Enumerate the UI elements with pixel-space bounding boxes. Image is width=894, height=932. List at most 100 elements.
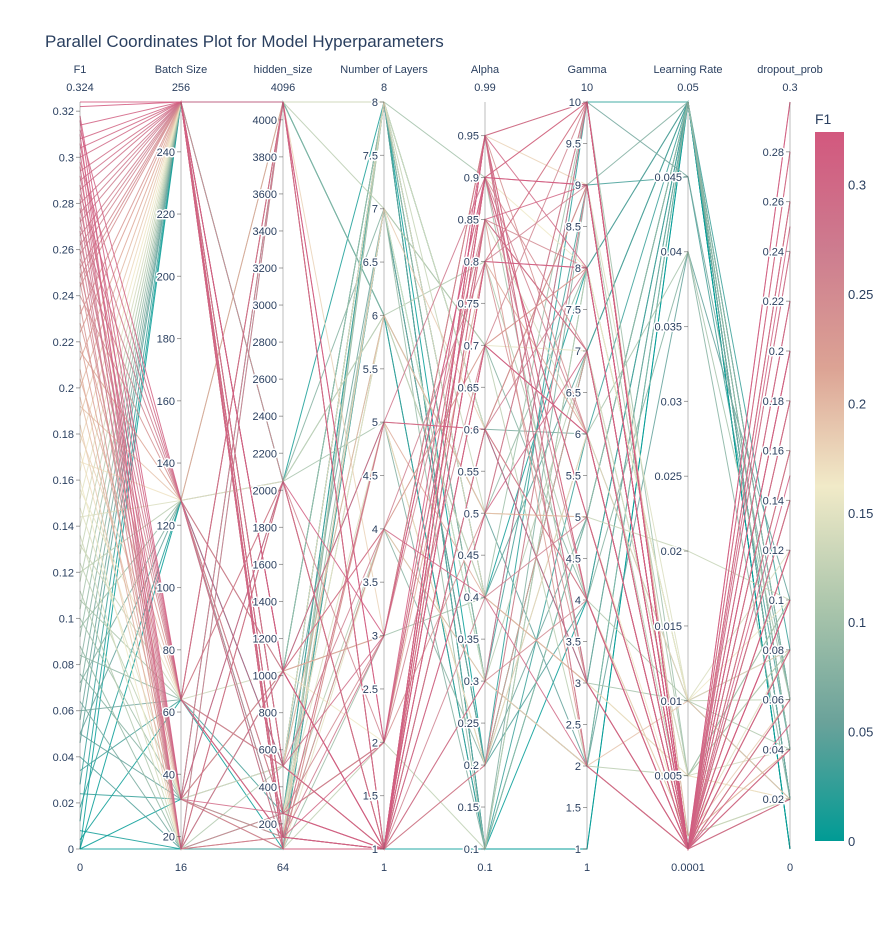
data-line-93 [79, 101, 791, 800]
tick-label-alpha-16: 0.9 [464, 173, 479, 185]
tick-label-num_layers-2: 2 [372, 737, 378, 749]
axis-min-label-dropout_prob: 0 [787, 862, 793, 874]
tick-label-hidden_size-11: 2400 [253, 411, 277, 423]
axis-f1: F1 0.324 00 0.02 0.04 0.06 0.08 0.1 0.12 0.14 0.16… [51, 64, 94, 874]
tick-label-gamma-3: 2.5 [566, 720, 581, 732]
tick-label-alpha-17: 0.95 [458, 131, 479, 143]
tick-label-dropout_prob-7: 0.16 [763, 446, 784, 458]
tick-label-gamma-2: 2 [575, 761, 581, 773]
tick-label-gamma-8: 5 [575, 512, 581, 524]
tick-label-alpha-15: 0.85 [458, 215, 479, 227]
axis-learning_rate: Learning Rate 0.05 0.0001 0.005 0.01 0.015 0.0… [653, 64, 723, 874]
tick-label-learning_rate-2: 0.015 [654, 621, 682, 633]
tick-label-gamma-10: 6 [575, 429, 581, 441]
tick-label-alpha-6: 0.4 [464, 592, 479, 604]
axis-max-label-num_layers: 8 [381, 82, 387, 94]
axis-max-label-batch_size: 256 [172, 82, 190, 94]
colorbar-tick-5: 0.25 [848, 287, 873, 302]
axis-title-batch_size: Batch Size [155, 64, 208, 76]
axis-min-label-batch_size: 16 [175, 862, 187, 874]
data-line-4 [79, 101, 791, 850]
tick-label-learning_rate-4: 0.025 [654, 471, 682, 483]
tick-label-hidden_size-0: 200 [259, 819, 277, 831]
tick-label-dropout_prob-2: 0.06 [763, 695, 784, 707]
data-line-63 [79, 101, 791, 837]
tick-label-hidden_size-18: 3800 [253, 152, 277, 164]
axis-alpha: Alpha 0.99 0.1 0.1 0.15 0.2 0.25 0.3 0.35 0.4 0.45… [456, 64, 500, 874]
chart-title: Parallel Coordinates Plot for Model Hype… [45, 32, 444, 51]
tick-label-hidden_size-14: 3000 [253, 300, 277, 312]
tick-label-gamma-11: 6.5 [566, 388, 581, 400]
tick-label-dropout_prob-0: 0.02 [763, 794, 784, 806]
data-line-75 [79, 101, 791, 801]
axis-title-hidden_size: hidden_size [254, 64, 313, 76]
tick-label-alpha-9: 0.55 [458, 466, 479, 478]
colorbar: F1 0 0.05 0.1 0.15 0.2 0.25 0.3 [815, 111, 873, 849]
tick-label-num_layers-3: 2.5 [363, 684, 378, 696]
axes-layer: F10.324000.020.040.060.080.10.120.140.16… [51, 64, 823, 874]
tick-label-learning_rate-0: 0.005 [654, 771, 682, 783]
data-line-71 [79, 101, 791, 837]
tick-label-f1-13: 0.26 [53, 245, 74, 257]
tick-label-f1-12: 0.24 [53, 291, 74, 303]
tick-label-gamma-16: 9 [575, 180, 581, 192]
tick-label-alpha-2: 0.2 [464, 760, 479, 772]
data-line-68 [79, 101, 791, 838]
colorbar-title: F1 [815, 111, 832, 127]
tick-label-batch_size-7: 160 [157, 396, 175, 408]
axis-max-label-learning_rate: 0.05 [677, 82, 698, 94]
axis-max-label-f1: 0.324 [66, 82, 94, 94]
tick-label-f1-9: 0.18 [53, 429, 74, 441]
tick-label-num_layers-7: 4.5 [363, 471, 378, 483]
data-line-89 [79, 100, 791, 743]
tick-label-learning_rate-6: 0.035 [654, 322, 682, 334]
tick-label-hidden_size-17: 3600 [253, 189, 277, 201]
tick-label-batch_size-5: 120 [157, 520, 175, 532]
tick-label-hidden_size-1: 400 [259, 782, 277, 794]
axis-title-learning_rate: Learning Rate [653, 64, 722, 76]
tick-label-dropout_prob-1: 0.04 [763, 744, 784, 756]
data-line-8 [79, 101, 791, 851]
colorbar-tick-6: 0.3 [848, 178, 866, 193]
tick-label-hidden_size-7: 1600 [253, 559, 277, 571]
axis-title-gamma: Gamma [567, 64, 607, 76]
tick-label-hidden_size-16: 3400 [253, 226, 277, 238]
axis-title-alpha: Alpha [471, 64, 500, 76]
tick-label-f1-8: 0.16 [53, 475, 74, 487]
tick-label-batch_size-11: 240 [157, 147, 175, 159]
tick-label-num_layers-6: 4 [372, 524, 378, 536]
tick-label-num_layers-8: 5 [372, 417, 378, 429]
tick-label-f1-2: 0.04 [53, 752, 74, 764]
tick-label-gamma-4: 3 [575, 678, 581, 690]
tick-label-hidden_size-19: 4000 [253, 115, 277, 127]
data-line-48 [79, 369, 791, 851]
tick-label-f1-0: 0 [68, 844, 74, 856]
tick-label-dropout_prob-4: 0.1 [769, 595, 784, 607]
axis-title-dropout_prob: dropout_prob [757, 64, 822, 76]
tick-label-learning_rate-8: 0.045 [654, 172, 682, 184]
tick-label-dropout_prob-6: 0.14 [763, 495, 784, 507]
axis-min-label-alpha: 0.1 [477, 862, 492, 874]
tick-label-hidden_size-4: 1000 [253, 671, 277, 683]
tick-label-f1-3: 0.06 [53, 706, 74, 718]
tick-label-f1-6: 0.12 [53, 567, 74, 579]
tick-label-alpha-11: 0.65 [458, 382, 479, 394]
tick-label-hidden_size-12: 2600 [253, 374, 277, 386]
tick-label-hidden_size-10: 2200 [253, 448, 277, 460]
tick-label-alpha-7: 0.45 [458, 550, 479, 562]
tick-label-gamma-13: 7.5 [566, 305, 581, 317]
axis-max-label-dropout_prob: 0.3 [782, 82, 797, 94]
tick-label-num_layers-10: 6 [372, 310, 378, 322]
axis-min-label-learning_rate: 0.0001 [671, 862, 705, 874]
tick-label-alpha-10: 0.6 [464, 424, 479, 436]
axis-gamma: Gamma 10 11 1.5 2 2.5 3 3.5 4 4.5 5 5.5 6 6.5 7 7.5 8 8.5… [564, 64, 607, 874]
data-line-72 [79, 260, 791, 850]
data-line-5 [79, 129, 791, 850]
axis-max-label-hidden_size: 4096 [271, 82, 295, 94]
tick-label-gamma-15: 8.5 [566, 222, 581, 234]
colorbar-tick-0: 0 [848, 834, 855, 849]
tick-label-hidden_size-2: 600 [259, 745, 277, 757]
data-line-87 [79, 100, 791, 850]
tick-label-f1-10: 0.2 [59, 383, 74, 395]
tick-label-alpha-1: 0.15 [458, 802, 479, 814]
